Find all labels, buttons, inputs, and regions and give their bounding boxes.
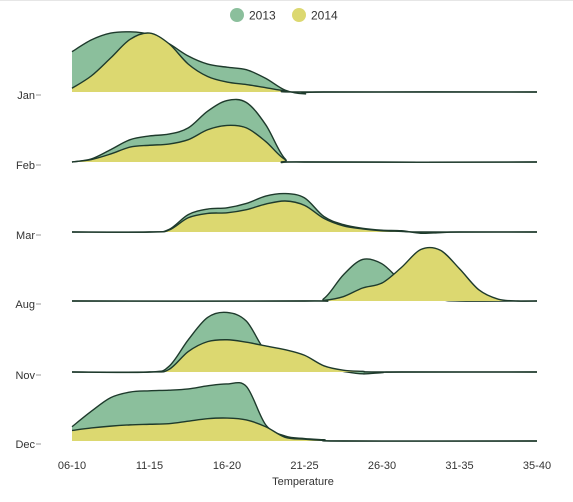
legend-label-2013[interactable]: 2013	[249, 9, 276, 23]
row-label-mar: Mar	[16, 230, 35, 242]
x-axis: 06-10 11-15 16-20 21-25 26-30 31-35 35-40	[58, 460, 551, 472]
x-tick-16-20: 16-20	[213, 460, 241, 472]
line-mar-2014	[71, 200, 538, 233]
line-nov-2014	[71, 339, 538, 373]
x-tick-35-40: 35-40	[523, 460, 551, 472]
x-tick-26-30: 26-30	[368, 460, 396, 472]
area-jan-2014	[72, 32, 537, 93]
ridge-jan	[71, 31, 538, 95]
row-label-dec: Dec	[15, 439, 35, 451]
row-label-jan: Jan	[17, 90, 35, 102]
area-aug-2014	[72, 247, 537, 302]
area-mar-2014	[72, 200, 537, 233]
x-tick-31-35: 31-35	[445, 460, 473, 472]
ridge-feb	[71, 98, 538, 164]
legend: 2013 2014	[230, 8, 338, 23]
ridge-dec	[71, 381, 538, 442]
line-mar-2013	[71, 192, 538, 235]
ridge-aug	[71, 246, 538, 302]
x-tick-06-10: 06-10	[58, 460, 86, 472]
x-tick-21-25: 21-25	[290, 460, 318, 472]
ridge-mar	[71, 192, 538, 235]
line-jan-2014	[71, 32, 538, 93]
ridge-nov	[71, 311, 538, 375]
row-label-aug: Aug	[15, 299, 35, 311]
ridges	[71, 31, 538, 442]
line-dec-2014	[71, 417, 538, 442]
legend-label-2014[interactable]: 2014	[311, 9, 338, 23]
y-axis: Jan Feb Mar Aug Nov Dec	[15, 90, 41, 451]
row-label-nov: Nov	[15, 370, 35, 382]
area-feb-2014	[72, 125, 537, 163]
x-axis-title: Temperature	[272, 476, 334, 488]
row-label-feb: Feb	[16, 160, 35, 172]
legend-swatch-2014[interactable]	[292, 8, 306, 22]
line-feb-2014	[71, 124, 538, 163]
legend-swatch-2013[interactable]	[230, 8, 244, 22]
line-jan-2013	[71, 31, 538, 95]
line-aug-2014	[71, 246, 538, 302]
top-border	[0, 0, 573, 1]
area-dec-2014	[72, 417, 537, 442]
x-tick-11-15: 11-15	[136, 460, 163, 472]
